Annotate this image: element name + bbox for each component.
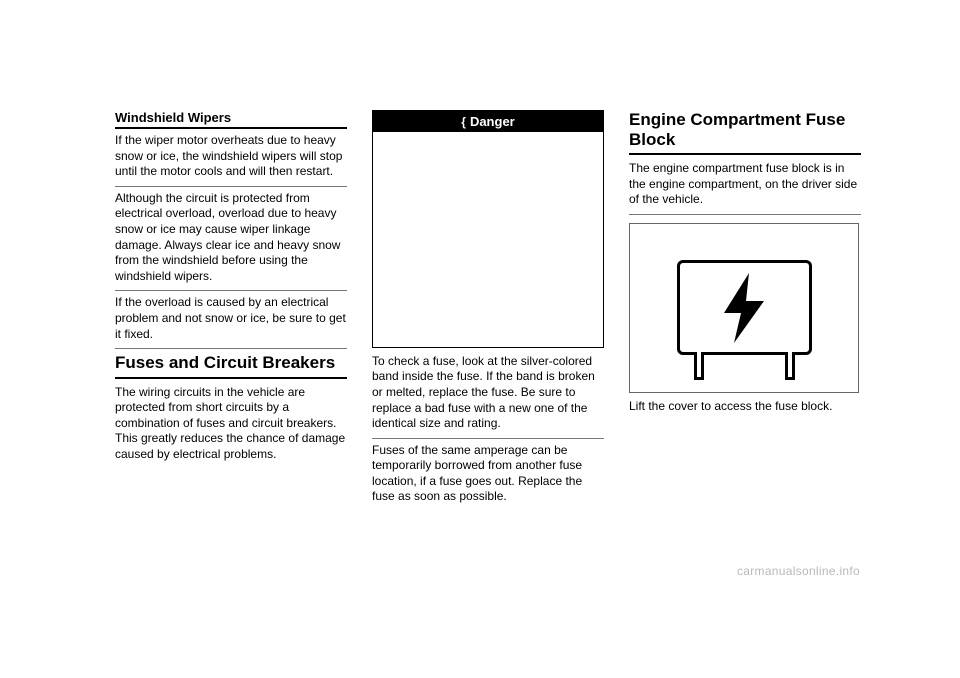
fuse-block-body xyxy=(677,260,812,355)
watermark-text: carmanualsonline.info xyxy=(737,564,860,578)
fuse-leg-left xyxy=(694,352,704,380)
para-wiper-electrical: If the overload is caused by an electric… xyxy=(115,295,347,349)
heading-fuses-breakers: Fuses and Circuit Breakers xyxy=(115,353,347,379)
column-1: Windshield Wipers If the wiper motor ove… xyxy=(115,110,347,515)
para-wiring-circuits: The wiring circuits in the vehicle are p… xyxy=(115,385,347,469)
danger-callout: { Danger xyxy=(372,110,604,348)
heading-windshield-wipers: Windshield Wipers xyxy=(115,110,347,129)
para-check-fuse: To check a fuse, look at the silver-colo… xyxy=(372,354,604,439)
column-3: Engine Compartment Fuse Block The engine… xyxy=(629,110,861,515)
danger-body xyxy=(373,132,603,347)
para-lift-cover: Lift the cover to access the fuse block. xyxy=(629,399,861,421)
danger-header: { Danger xyxy=(373,111,603,132)
fuse-block-figure xyxy=(629,223,859,393)
fuse-leg-right xyxy=(785,352,795,380)
manual-page: Windshield Wipers If the wiper motor ove… xyxy=(0,0,960,555)
heading-engine-fuse-block: Engine Compartment Fuse Block xyxy=(629,110,861,155)
para-wiper-overload: Although the circuit is protected from e… xyxy=(115,191,347,292)
danger-label: Danger xyxy=(470,114,515,129)
para-fuse-block-location: The engine compartment fuse block is in … xyxy=(629,161,861,215)
para-wiper-overheat: If the wiper motor overheats due to heav… xyxy=(115,133,347,187)
column-2: { Danger To check a fuse, look at the si… xyxy=(372,110,604,515)
danger-icon: { xyxy=(461,115,466,129)
para-borrow-fuse: Fuses of the same amperage can be tempor… xyxy=(372,443,604,511)
lightning-bolt-icon xyxy=(719,273,769,343)
